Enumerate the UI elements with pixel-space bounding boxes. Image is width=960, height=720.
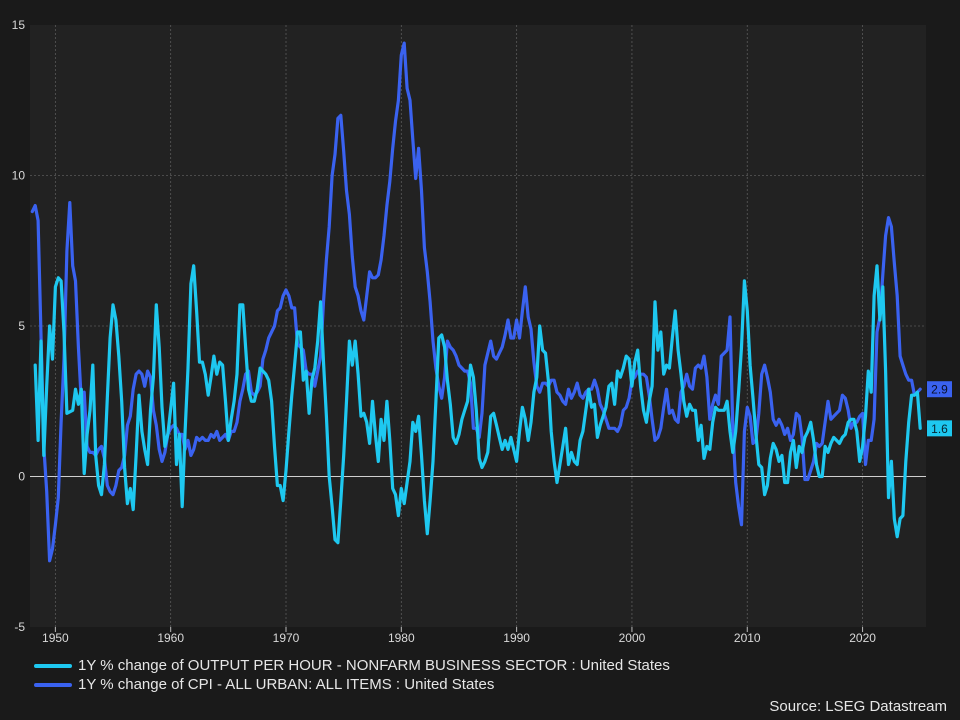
series-line-productivity bbox=[33, 264, 922, 545]
y-tick-label: -5 bbox=[14, 620, 25, 634]
end-label-cpi: 2.9 bbox=[927, 381, 952, 398]
legend-item-productivity: 1Y % change of OUTPUT PER HOUR - NONFARM… bbox=[34, 656, 670, 675]
y-axis-tick-labels: -5 0 5 10 15 bbox=[12, 18, 26, 634]
x-tick-label: 1990 bbox=[503, 631, 530, 645]
y-tick-label: 10 bbox=[12, 169, 26, 183]
y-tick-label: 15 bbox=[12, 18, 26, 32]
x-tick-label: 2010 bbox=[734, 631, 761, 645]
legend: 1Y % change of OUTPUT PER HOUR - NONFARM… bbox=[34, 656, 670, 694]
end-label-box-productivity bbox=[927, 420, 952, 437]
x-tick-label: 2020 bbox=[849, 631, 876, 645]
x-tick-label: 1960 bbox=[157, 631, 184, 645]
series-lines bbox=[30, 41, 922, 563]
x-tick-label: 1980 bbox=[388, 631, 415, 645]
y-tick-label: 5 bbox=[18, 319, 25, 333]
x-tick-label: 1970 bbox=[273, 631, 300, 645]
y-tick-label: 0 bbox=[18, 470, 25, 484]
legend-item-cpi: 1Y % change of CPI - ALL URBAN: ALL ITEM… bbox=[34, 675, 670, 694]
legend-label-productivity: 1Y % change of OUTPUT PER HOUR - NONFARM… bbox=[78, 657, 670, 674]
x-tick-label: 2000 bbox=[619, 631, 646, 645]
end-label-text-cpi: 2.9 bbox=[931, 383, 948, 397]
legend-label-cpi: 1Y % change of CPI - ALL URBAN: ALL ITEM… bbox=[78, 676, 495, 693]
end-label-box-cpi bbox=[927, 381, 952, 398]
x-axis-tick-labels: 1950 1960 1970 1980 1990 2000 2010 2020 bbox=[42, 631, 876, 645]
legend-swatch-productivity bbox=[34, 663, 72, 668]
series-end-labels: 1.6 2.9 bbox=[927, 381, 952, 437]
legend-swatch-cpi bbox=[34, 682, 72, 687]
end-label-text-productivity: 1.6 bbox=[931, 422, 948, 436]
source-note: Source: LSEG Datastream bbox=[769, 698, 947, 715]
end-label-productivity: 1.6 bbox=[927, 420, 952, 437]
x-tick-label: 1950 bbox=[42, 631, 69, 645]
